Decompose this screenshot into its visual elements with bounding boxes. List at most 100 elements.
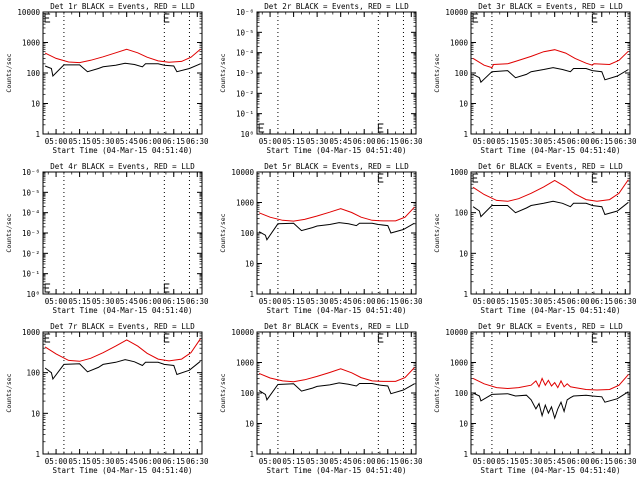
events-series-line — [472, 67, 629, 84]
y-tick-label: 1000 — [236, 359, 255, 368]
x-tick-label: 05:15 — [496, 137, 519, 146]
y-tick-label: 1000 — [450, 359, 469, 368]
chart-panel-4: Det 4r BLACK = Events, RED = LLD 10⁰ 10⁻¹ 1… — [5, 162, 209, 315]
x-tick-label: 05:15 — [68, 457, 91, 466]
x-tick-label: 05:00 — [45, 297, 68, 306]
chart-panel-3: Det 3r BLACK = Events, RED = LLD 1 10 100 10… — [433, 2, 637, 155]
y-axis-label: Counts/sec — [433, 213, 441, 252]
x-tick-label: 06:00 — [353, 457, 376, 466]
x-tick-label: 05:00 — [259, 137, 282, 146]
y-tick-label: 10 — [245, 420, 255, 429]
x-axis-label: Start Time (04-Mar-15 04:51:40) — [53, 146, 193, 155]
x-tick-label: 06:00 — [567, 137, 590, 146]
x-tick-label: 06:30 — [614, 137, 637, 146]
y-tick-label: 10⁻³ — [22, 229, 40, 238]
x-tick-label: 05:15 — [282, 137, 305, 146]
x-tick-label: 06:30 — [400, 457, 423, 466]
y-tick-label: 10000 — [17, 8, 40, 17]
x-tick-label: 05:15 — [496, 457, 519, 466]
x-tick-label: 05:30 — [306, 457, 329, 466]
x-tick-label: 06:15 — [590, 457, 613, 466]
x-tick-label: 05:45 — [115, 457, 138, 466]
y-tick-label: 10 — [31, 409, 41, 418]
x-tick-label: 05:30 — [306, 137, 329, 146]
x-tick-label: 05:45 — [543, 137, 566, 146]
chart-title: Det 3r BLACK = Events, RED = LLD — [478, 2, 623, 11]
plot-frame — [470, 11, 631, 135]
y-tick-label: 1 — [463, 130, 468, 139]
x-tick-label: 06:30 — [614, 297, 637, 306]
chart-panel-6: Det 6r BLACK = Events, RED = LLD 1 10 100 10… — [433, 162, 637, 315]
x-tick-label: 05:30 — [92, 457, 115, 466]
x-tick-label: 06:00 — [353, 137, 376, 146]
x-tick-label: 06:15 — [590, 137, 613, 146]
y-tick-label: 10⁻⁴ — [22, 209, 40, 218]
x-tick-label: 06:30 — [186, 137, 209, 146]
x-tick-label: 06:15 — [162, 137, 185, 146]
plot-frame — [256, 11, 417, 135]
y-tick-label: 1000 — [450, 168, 469, 177]
x-tick-label: 06:15 — [162, 297, 185, 306]
x-tick-label: 05:45 — [329, 297, 352, 306]
x-tick-label: 05:45 — [115, 137, 138, 146]
plot-frame — [42, 331, 203, 455]
x-tick-label: 06:00 — [567, 297, 590, 306]
y-tick-label: 10⁻¹ — [22, 270, 40, 279]
x-tick-label: 06:00 — [139, 297, 162, 306]
y-tick-label: 10000 — [445, 328, 468, 337]
flag-marker — [44, 283, 51, 293]
y-tick-label: 1 — [463, 450, 468, 459]
y-tick-label: 1 — [249, 450, 254, 459]
chart-title: Det 8r BLACK = Events, RED = LLD — [264, 322, 409, 331]
y-tick-label: 10⁻⁶ — [236, 8, 254, 17]
flag-marker — [163, 13, 170, 23]
x-tick-label: 06:30 — [614, 457, 637, 466]
x-axis-label: Start Time (04-Mar-15 04:51:40) — [53, 306, 193, 315]
x-tick-label: 05:30 — [520, 297, 543, 306]
chart-title: Det 7r BLACK = Events, RED = LLD — [50, 322, 195, 331]
x-axis-label: Start Time (04-Mar-15 04:51:40) — [481, 146, 621, 155]
flag-marker — [163, 333, 170, 343]
y-axis-label: Counts/sec — [5, 53, 13, 92]
flag-marker — [591, 13, 598, 23]
y-tick-label: 10⁻³ — [236, 69, 254, 78]
y-tick-label: 100 — [454, 389, 468, 398]
flag-marker — [591, 173, 598, 183]
x-tick-label: 05:00 — [473, 137, 496, 146]
events-series-line — [44, 62, 201, 78]
x-tick-label: 06:00 — [567, 457, 590, 466]
y-axis-label: Counts/sec — [219, 213, 227, 252]
x-tick-label: 05:45 — [329, 137, 352, 146]
x-tick-label: 05:00 — [473, 457, 496, 466]
y-tick-label: 10⁻² — [236, 89, 254, 98]
flag-marker — [258, 123, 265, 133]
y-tick-label: 10⁻⁶ — [22, 168, 40, 177]
plot-frame — [470, 171, 631, 295]
y-tick-label: 100 — [240, 389, 254, 398]
y-tick-label: 100 — [26, 69, 40, 78]
chart-title: Det 4r BLACK = Events, RED = LLD — [50, 162, 195, 171]
x-axis-label: Start Time (04-Mar-15 04:51:40) — [481, 306, 621, 315]
x-tick-label: 05:30 — [520, 137, 543, 146]
y-tick-label: 10⁻² — [22, 249, 40, 258]
x-tick-label: 05:00 — [259, 457, 282, 466]
x-tick-label: 05:15 — [68, 137, 91, 146]
y-tick-label: 1000 — [22, 328, 41, 337]
flag-marker — [44, 333, 51, 343]
x-tick-label: 06:00 — [139, 137, 162, 146]
y-tick-label: 10 — [459, 100, 469, 109]
y-tick-label: 10⁻⁵ — [22, 188, 40, 197]
chart-panel-8: Det 8r BLACK = Events, RED = LLD 1 10 100 10… — [219, 322, 423, 475]
x-tick-label: 06:15 — [376, 137, 399, 146]
plot-frame — [470, 331, 631, 455]
x-tick-label: 06:15 — [376, 297, 399, 306]
y-axis-label: Counts/sec — [433, 53, 441, 92]
x-axis-label: Start Time (04-Mar-15 04:51:40) — [267, 306, 407, 315]
x-tick-label: 05:00 — [45, 137, 68, 146]
x-tick-label: 05:00 — [45, 457, 68, 466]
lld-series-line — [258, 367, 415, 383]
flag-marker — [472, 173, 479, 183]
plot-frame — [42, 171, 203, 295]
x-tick-label: 05:45 — [115, 297, 138, 306]
flag-marker — [591, 333, 598, 343]
